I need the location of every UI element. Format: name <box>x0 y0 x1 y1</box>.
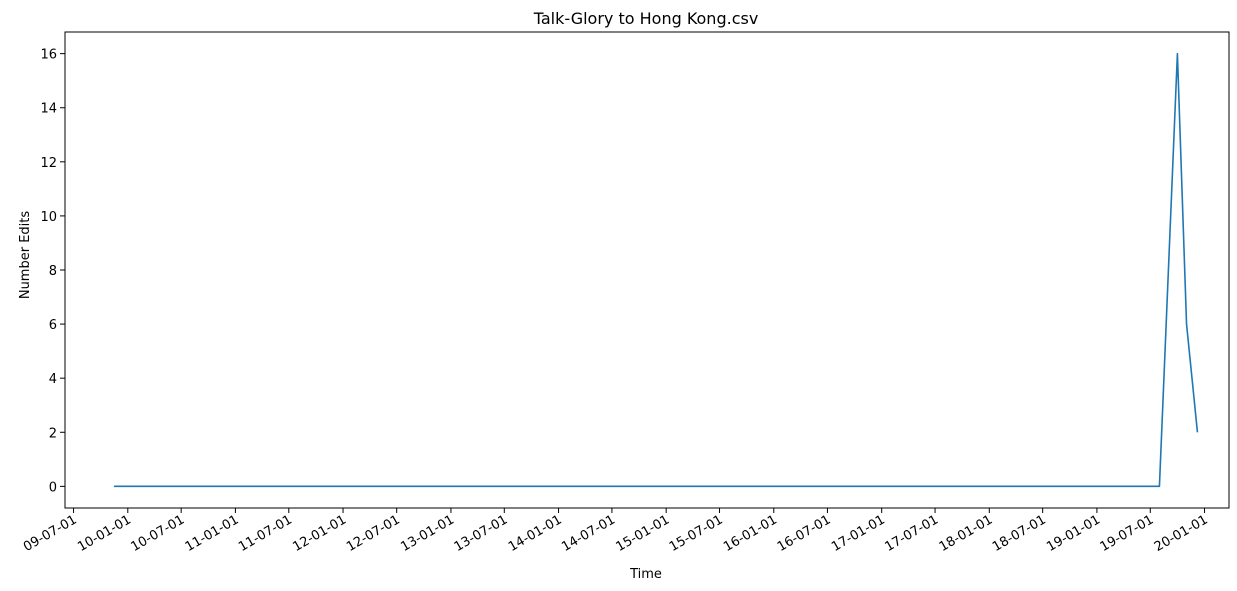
x-tick-label: 10-07-01 <box>129 512 188 554</box>
x-tick-label: 09-07-01 <box>21 512 80 554</box>
y-tick-label: 6 <box>49 318 57 333</box>
y-tick-label: 8 <box>49 264 57 279</box>
x-tick-label: 12-01-01 <box>290 512 349 554</box>
x-tick-label: 14-07-01 <box>559 512 618 554</box>
x-tick-label: 17-07-01 <box>882 512 941 554</box>
y-tick-label: 4 <box>49 372 57 387</box>
x-tick-label: 19-01-01 <box>1044 512 1103 554</box>
x-tick-label: 16-01-01 <box>721 512 780 554</box>
series-layer <box>113 52 1199 488</box>
x-tick-label: 12-07-01 <box>344 512 403 554</box>
y-axis-title: Number Edits <box>18 211 33 300</box>
plot-frame <box>64 31 1230 509</box>
x-tick-label: 19-07-01 <box>1098 512 1157 554</box>
x-tick-label: 17-01-01 <box>829 512 888 554</box>
x-tick-label: 13-01-01 <box>398 512 457 554</box>
y-axis: 0 2 4 6 8 10 12 14 16 <box>40 48 65 495</box>
x-tick-label: 11-07-01 <box>236 512 295 554</box>
x-tick-label: 18-01-01 <box>937 512 996 554</box>
x-axis-title: Time <box>629 567 662 582</box>
y-tick-label: 10 <box>40 210 57 225</box>
x-tick-label: 18-07-01 <box>990 512 1049 554</box>
y-tick-label: 14 <box>40 102 57 117</box>
y-tick-label: 2 <box>49 426 57 441</box>
x-tick-label: 20-01-01 <box>1152 512 1211 554</box>
series-line <box>113 52 1199 488</box>
chart-title: Talk-Glory to Hong Kong.csv <box>533 9 759 28</box>
y-tick-label: 0 <box>49 480 57 495</box>
x-tick-label: 14-01-01 <box>506 512 565 554</box>
y-tick-label: 16 <box>40 48 57 63</box>
x-tick-label: 15-01-01 <box>614 512 673 554</box>
x-tick-label: 13-07-01 <box>452 512 511 554</box>
y-tick-label: 12 <box>40 156 57 171</box>
x-tick-label: 10-01-01 <box>75 512 134 554</box>
x-tick-label: 16-07-01 <box>775 512 834 554</box>
plot-area <box>64 31 1230 509</box>
x-tick-label: 15-07-01 <box>667 512 726 554</box>
x-axis: 09-07-0110-01-0110-07-0111-01-0111-07-01… <box>21 508 1211 555</box>
x-tick-label: 11-01-01 <box>183 512 242 554</box>
